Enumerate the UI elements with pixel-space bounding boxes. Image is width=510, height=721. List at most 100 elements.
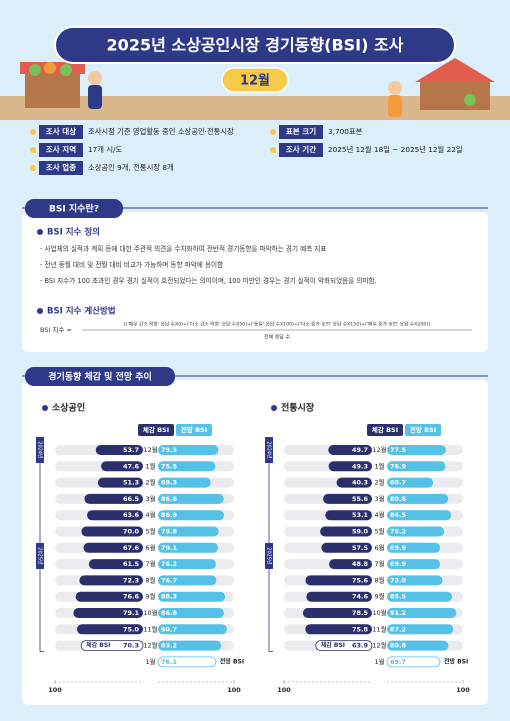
legend-box <box>176 424 212 436</box>
value-label: 88.3 <box>161 593 177 601</box>
bar <box>158 575 217 586</box>
category-label: 11월 <box>143 624 157 633</box>
value-label: 63.6 <box>123 511 140 519</box>
group-label-box <box>265 542 273 569</box>
bar <box>325 510 372 521</box>
group-label: 2025년 <box>37 547 44 565</box>
x-tick-label: 100 <box>456 686 470 694</box>
value-label: 72.3 <box>123 576 139 584</box>
denominator: 전체 응답 수 <box>264 334 291 341</box>
bar <box>84 493 143 504</box>
legend-box <box>367 424 403 436</box>
category-label: 1월 <box>374 461 384 470</box>
definition: - 전년 동월 대비 및 전월 대비 비교가 가능하며 동향 파악에 용이함 <box>40 260 223 269</box>
bar <box>387 510 452 521</box>
category-label: 3월 <box>145 494 155 503</box>
value-label: 79.8 <box>161 528 178 536</box>
category-label: 10월 <box>143 608 157 617</box>
info-label-box <box>39 161 83 175</box>
category-label: 12월 <box>372 445 386 454</box>
value-label: 69.9 <box>390 544 407 552</box>
bullet <box>30 147 36 153</box>
category-label: 8월 <box>374 575 384 584</box>
info-label-box <box>39 125 83 139</box>
section-heading: BSI 지수란? <box>49 203 99 215</box>
category-label: 1월 <box>145 461 155 470</box>
bar <box>158 608 224 618</box>
series-tag: 체감 BSI <box>321 641 345 649</box>
illustration-left <box>20 62 102 109</box>
group-label: 2025년 <box>266 547 273 565</box>
value-label: 83.2 <box>161 642 177 650</box>
info-label: 조사 기간 <box>286 144 316 154</box>
category-label: 2월 <box>374 478 384 487</box>
series-tag: 전망 BSI <box>220 657 244 665</box>
category-label: 12월 <box>372 641 386 650</box>
bar <box>321 542 372 553</box>
value-label: 53.1 <box>352 511 369 519</box>
bar <box>387 624 454 635</box>
value-label: 79.1 <box>123 609 140 617</box>
bar <box>336 477 372 488</box>
bar <box>387 608 457 618</box>
value-label: 74.6 <box>352 593 369 601</box>
legend-label: 전망 BSI <box>181 425 207 434</box>
bar <box>75 591 143 602</box>
section-pill <box>25 367 175 386</box>
value-label: 66.5 <box>123 495 140 503</box>
numerator: {('매우 감소·악화' 응답 수X0)+('다소 감소·악화' 응답 수X50… <box>123 321 431 328</box>
bar <box>81 526 143 537</box>
info-text: 조사시점 기준 영업활동 중인 소상공인·전통시장 <box>88 127 234 136</box>
bar <box>97 477 143 488</box>
value-label: 79.1 <box>161 544 178 552</box>
value-label: 47.6 <box>123 462 140 470</box>
bar <box>88 559 143 570</box>
legend-label: 전망 BSI <box>410 425 436 434</box>
bar <box>158 591 226 602</box>
bar <box>387 640 449 651</box>
category-label: 4월 <box>374 510 384 519</box>
info-text: 소상공인 9개, 전통시장 8개 <box>88 163 174 172</box>
definition: - BSI 지수가 100 초과인 경우 경기 실적이 호전되었다는 의미이며,… <box>40 276 377 285</box>
value-label: 76.7 <box>161 576 177 584</box>
info-label: 표본 크기 <box>286 126 316 136</box>
value-label: 51.3 <box>123 479 139 487</box>
bar <box>387 477 434 488</box>
value-label: 75.5 <box>161 462 178 470</box>
legend-box <box>138 424 174 436</box>
category-label: 5월 <box>145 527 155 536</box>
bar <box>158 526 219 537</box>
value-label: 67.6 <box>123 544 140 552</box>
formula-lhs: BSI 지수 = <box>40 325 72 334</box>
bar <box>387 559 441 570</box>
value-label: 59.0 <box>352 528 369 536</box>
bar <box>80 640 144 651</box>
value-label: 49.3 <box>352 462 368 470</box>
bar <box>79 575 143 586</box>
value-label: 80.8 <box>390 642 407 650</box>
value-label: 55.6 <box>352 495 369 503</box>
bar <box>158 542 219 553</box>
legend-box <box>405 424 441 436</box>
category-label: 11월 <box>372 624 386 633</box>
bar <box>158 445 219 455</box>
bar <box>387 461 446 472</box>
title-pill <box>54 26 456 64</box>
bar <box>101 461 143 472</box>
category-label: 5월 <box>374 527 384 536</box>
bar <box>329 559 372 570</box>
bar <box>158 477 211 488</box>
bar <box>158 624 227 635</box>
legend-label: 체감 BSI <box>372 425 398 434</box>
value-label: 87.2 <box>390 625 406 633</box>
value-label: 40.3 <box>352 479 368 487</box>
value-label: 90.7 <box>161 625 177 633</box>
bullet <box>270 129 276 135</box>
category-label: 7월 <box>374 559 384 568</box>
category-label: 12월 <box>143 641 157 650</box>
illustration-right <box>388 58 495 117</box>
card <box>22 212 488 352</box>
value-label: 70.0 <box>123 528 140 536</box>
bar <box>73 608 143 618</box>
chart-title: 소상공인 <box>52 402 85 414</box>
